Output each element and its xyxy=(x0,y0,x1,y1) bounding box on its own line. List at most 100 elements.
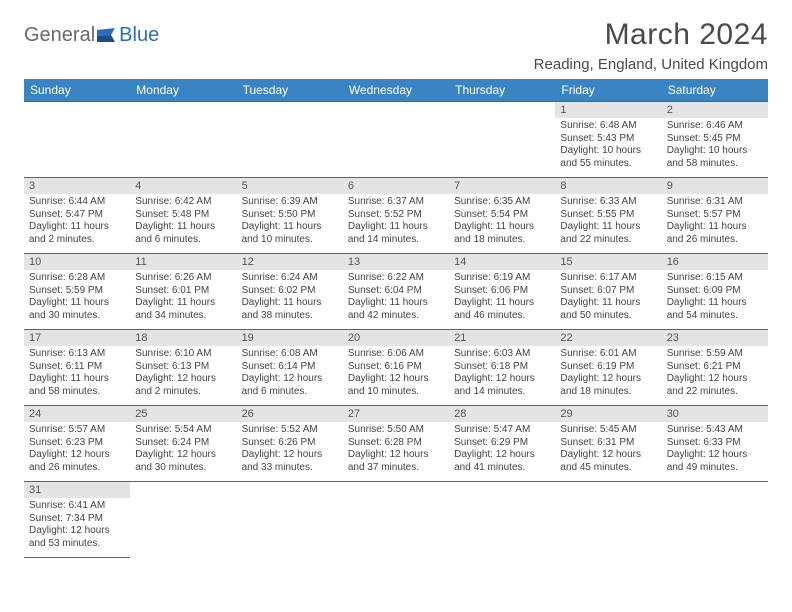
day-body: Sunrise: 6:35 AMSunset: 5:54 PMDaylight:… xyxy=(449,194,555,250)
weekday-header: Wednesday xyxy=(343,79,449,102)
day-number: 21 xyxy=(449,330,555,346)
day-number: 17 xyxy=(24,330,130,346)
weekday-header: Friday xyxy=(555,79,661,102)
calendar-cell xyxy=(237,102,343,178)
flag-icon xyxy=(97,28,119,44)
calendar-cell xyxy=(449,482,555,558)
calendar-cell: 1Sunrise: 6:48 AMSunset: 5:43 PMDaylight… xyxy=(555,102,661,178)
day-body: Sunrise: 6:33 AMSunset: 5:55 PMDaylight:… xyxy=(555,194,661,250)
day-number: 2 xyxy=(662,102,768,118)
day-body: Sunrise: 6:39 AMSunset: 5:50 PMDaylight:… xyxy=(237,194,343,250)
weekday-header: Monday xyxy=(130,79,236,102)
day-body: Sunrise: 6:03 AMSunset: 6:18 PMDaylight:… xyxy=(449,346,555,402)
calendar-cell xyxy=(555,482,661,558)
calendar-cell: 29Sunrise: 5:45 AMSunset: 6:31 PMDayligh… xyxy=(555,406,661,482)
day-number: 30 xyxy=(662,406,768,422)
calendar-cell: 30Sunrise: 5:43 AMSunset: 6:33 PMDayligh… xyxy=(662,406,768,482)
day-body: Sunrise: 6:46 AMSunset: 5:45 PMDaylight:… xyxy=(662,118,768,174)
day-body: Sunrise: 5:47 AMSunset: 6:29 PMDaylight:… xyxy=(449,422,555,478)
month-title: March 2024 xyxy=(534,18,768,52)
weekday-header: Thursday xyxy=(449,79,555,102)
day-body: Sunrise: 6:08 AMSunset: 6:14 PMDaylight:… xyxy=(237,346,343,402)
day-body: Sunrise: 5:54 AMSunset: 6:24 PMDaylight:… xyxy=(130,422,236,478)
day-body: Sunrise: 6:01 AMSunset: 6:19 PMDaylight:… xyxy=(555,346,661,402)
weekday-header: Tuesday xyxy=(237,79,343,102)
day-number: 31 xyxy=(24,482,130,498)
day-number: 18 xyxy=(130,330,236,346)
day-body: Sunrise: 6:48 AMSunset: 5:43 PMDaylight:… xyxy=(555,118,661,174)
day-number: 13 xyxy=(343,254,449,270)
logo-text-a: General xyxy=(24,24,95,47)
calendar-cell: 7Sunrise: 6:35 AMSunset: 5:54 PMDaylight… xyxy=(449,178,555,254)
day-body: Sunrise: 6:13 AMSunset: 6:11 PMDaylight:… xyxy=(24,346,130,402)
day-body: Sunrise: 5:45 AMSunset: 6:31 PMDaylight:… xyxy=(555,422,661,478)
day-body: Sunrise: 6:44 AMSunset: 5:47 PMDaylight:… xyxy=(24,194,130,250)
day-body: Sunrise: 6:19 AMSunset: 6:06 PMDaylight:… xyxy=(449,270,555,326)
calendar-cell: 16Sunrise: 6:15 AMSunset: 6:09 PMDayligh… xyxy=(662,254,768,330)
day-number: 20 xyxy=(343,330,449,346)
day-number: 16 xyxy=(662,254,768,270)
day-number: 22 xyxy=(555,330,661,346)
calendar-cell: 11Sunrise: 6:26 AMSunset: 6:01 PMDayligh… xyxy=(130,254,236,330)
day-number: 6 xyxy=(343,178,449,194)
calendar-cell: 2Sunrise: 6:46 AMSunset: 5:45 PMDaylight… xyxy=(662,102,768,178)
day-number: 14 xyxy=(449,254,555,270)
logo-text-b: Blue xyxy=(119,24,159,47)
calendar-cell xyxy=(449,102,555,178)
day-number: 19 xyxy=(237,330,343,346)
day-body: Sunrise: 6:37 AMSunset: 5:52 PMDaylight:… xyxy=(343,194,449,250)
calendar-cell: 26Sunrise: 5:52 AMSunset: 6:26 PMDayligh… xyxy=(237,406,343,482)
day-body: Sunrise: 6:24 AMSunset: 6:02 PMDaylight:… xyxy=(237,270,343,326)
calendar-cell: 3Sunrise: 6:44 AMSunset: 5:47 PMDaylight… xyxy=(24,178,130,254)
calendar-cell: 6Sunrise: 6:37 AMSunset: 5:52 PMDaylight… xyxy=(343,178,449,254)
calendar-cell: 10Sunrise: 6:28 AMSunset: 5:59 PMDayligh… xyxy=(24,254,130,330)
day-number: 29 xyxy=(555,406,661,422)
day-body: Sunrise: 6:26 AMSunset: 6:01 PMDaylight:… xyxy=(130,270,236,326)
calendar-cell: 27Sunrise: 5:50 AMSunset: 6:28 PMDayligh… xyxy=(343,406,449,482)
calendar-cell xyxy=(662,482,768,558)
day-body: Sunrise: 6:31 AMSunset: 5:57 PMDaylight:… xyxy=(662,194,768,250)
day-number: 12 xyxy=(237,254,343,270)
weekday-header: Sunday xyxy=(24,79,130,102)
day-body: Sunrise: 5:50 AMSunset: 6:28 PMDaylight:… xyxy=(343,422,449,478)
calendar-cell: 5Sunrise: 6:39 AMSunset: 5:50 PMDaylight… xyxy=(237,178,343,254)
calendar-cell: 15Sunrise: 6:17 AMSunset: 6:07 PMDayligh… xyxy=(555,254,661,330)
calendar-cell: 9Sunrise: 6:31 AMSunset: 5:57 PMDaylight… xyxy=(662,178,768,254)
day-number: 5 xyxy=(237,178,343,194)
day-number: 27 xyxy=(343,406,449,422)
day-body: Sunrise: 5:43 AMSunset: 6:33 PMDaylight:… xyxy=(662,422,768,478)
calendar-cell xyxy=(24,102,130,178)
calendar-cell: 23Sunrise: 5:59 AMSunset: 6:21 PMDayligh… xyxy=(662,330,768,406)
day-number: 3 xyxy=(24,178,130,194)
day-body: Sunrise: 6:17 AMSunset: 6:07 PMDaylight:… xyxy=(555,270,661,326)
day-number: 26 xyxy=(237,406,343,422)
calendar-cell: 21Sunrise: 6:03 AMSunset: 6:18 PMDayligh… xyxy=(449,330,555,406)
day-number: 25 xyxy=(130,406,236,422)
day-body: Sunrise: 6:15 AMSunset: 6:09 PMDaylight:… xyxy=(662,270,768,326)
calendar-cell: 18Sunrise: 6:10 AMSunset: 6:13 PMDayligh… xyxy=(130,330,236,406)
calendar-table: SundayMondayTuesdayWednesdayThursdayFrid… xyxy=(24,79,768,558)
calendar-cell: 8Sunrise: 6:33 AMSunset: 5:55 PMDaylight… xyxy=(555,178,661,254)
day-body: Sunrise: 6:22 AMSunset: 6:04 PMDaylight:… xyxy=(343,270,449,326)
calendar-cell xyxy=(343,102,449,178)
day-number: 10 xyxy=(24,254,130,270)
day-number: 4 xyxy=(130,178,236,194)
calendar-cell: 14Sunrise: 6:19 AMSunset: 6:06 PMDayligh… xyxy=(449,254,555,330)
calendar-cell: 28Sunrise: 5:47 AMSunset: 6:29 PMDayligh… xyxy=(449,406,555,482)
day-body: Sunrise: 6:28 AMSunset: 5:59 PMDaylight:… xyxy=(24,270,130,326)
day-body: Sunrise: 6:06 AMSunset: 6:16 PMDaylight:… xyxy=(343,346,449,402)
calendar-cell xyxy=(130,102,236,178)
calendar-cell: 13Sunrise: 6:22 AMSunset: 6:04 PMDayligh… xyxy=(343,254,449,330)
calendar-cell xyxy=(343,482,449,558)
day-body: Sunrise: 6:10 AMSunset: 6:13 PMDaylight:… xyxy=(130,346,236,402)
calendar-cell: 12Sunrise: 6:24 AMSunset: 6:02 PMDayligh… xyxy=(237,254,343,330)
calendar-cell: 4Sunrise: 6:42 AMSunset: 5:48 PMDaylight… xyxy=(130,178,236,254)
day-number: 28 xyxy=(449,406,555,422)
calendar-cell: 19Sunrise: 6:08 AMSunset: 6:14 PMDayligh… xyxy=(237,330,343,406)
day-number: 9 xyxy=(662,178,768,194)
day-number: 7 xyxy=(449,178,555,194)
day-number: 24 xyxy=(24,406,130,422)
calendar-cell: 25Sunrise: 5:54 AMSunset: 6:24 PMDayligh… xyxy=(130,406,236,482)
weekday-header: Saturday xyxy=(662,79,768,102)
location: Reading, England, United Kingdom xyxy=(534,56,768,73)
